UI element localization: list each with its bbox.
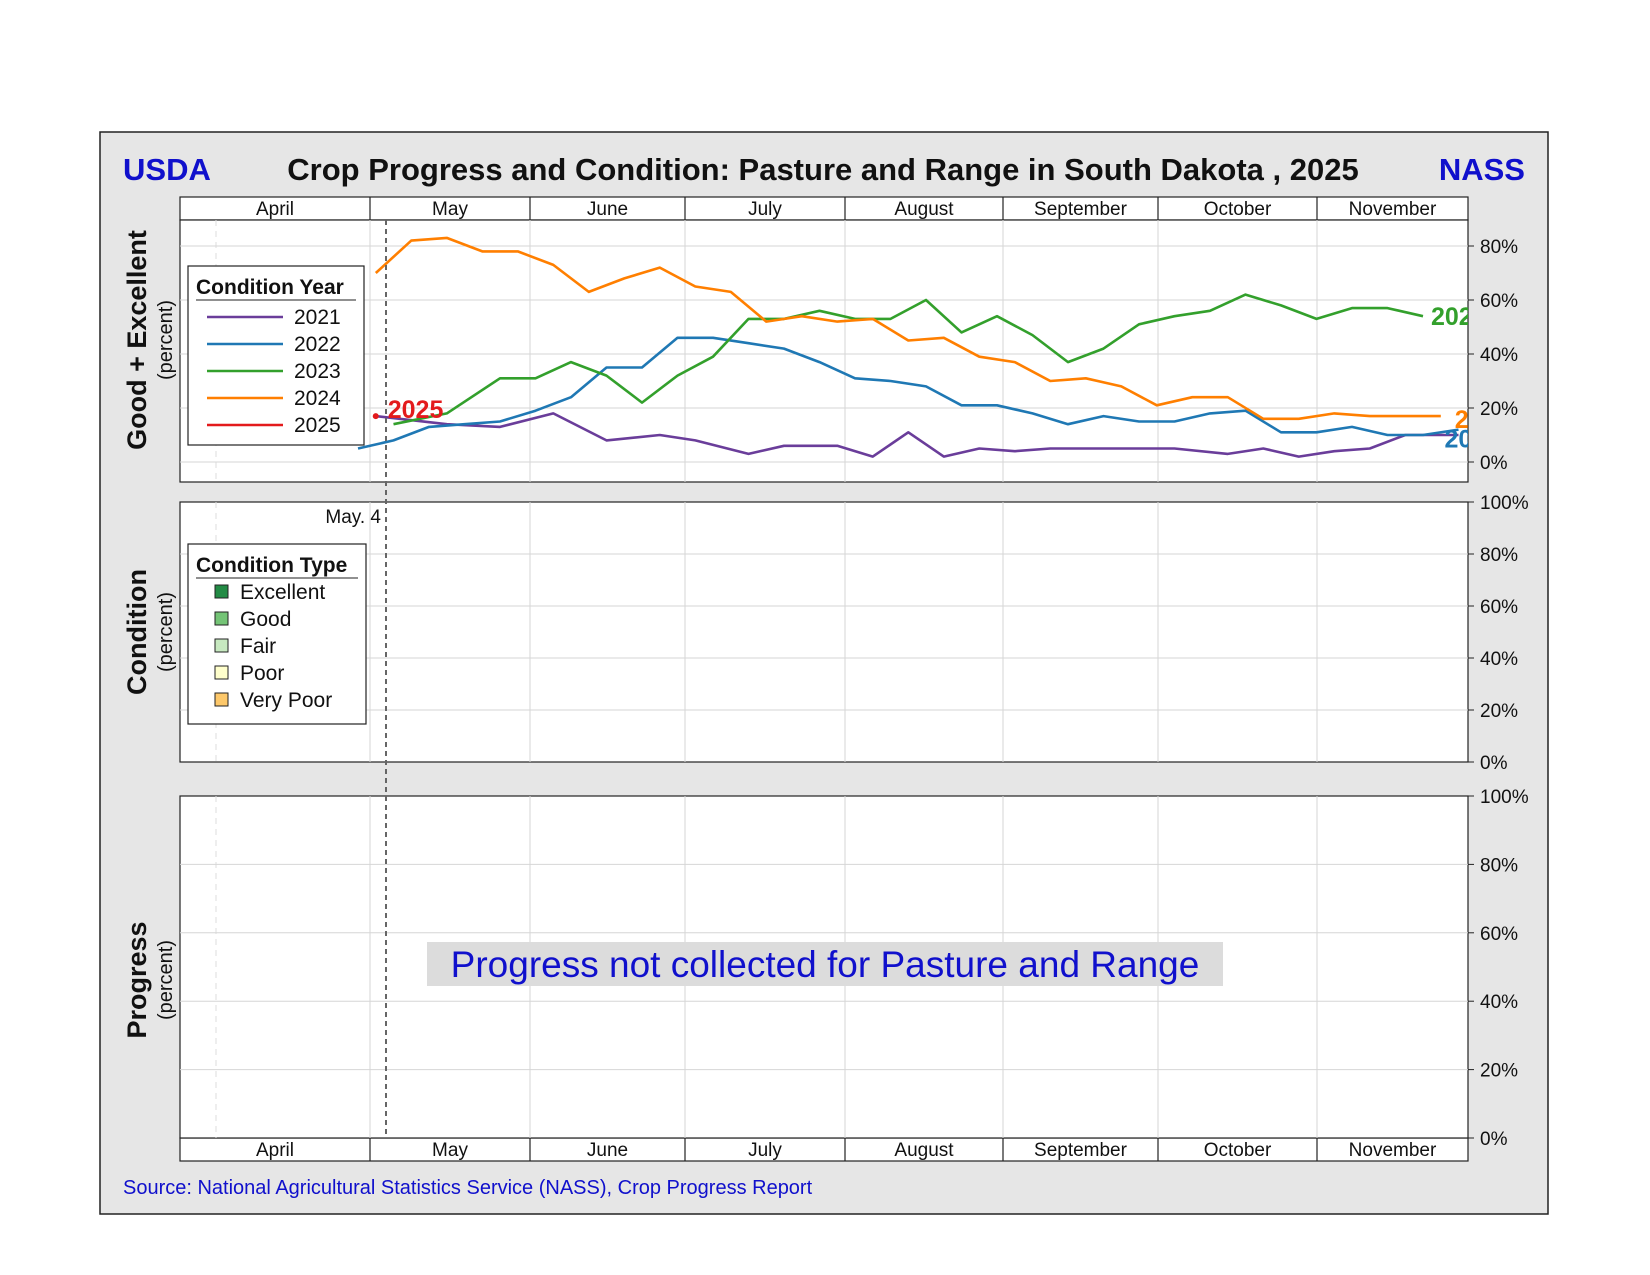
month-bottom-label-october: October — [1204, 1140, 1272, 1161]
month-top-label-november: November — [1349, 199, 1437, 220]
usda-logo-text: USDA — [123, 152, 211, 187]
y-tick-label: 80% — [1480, 855, 1518, 876]
legend-swatch-fair — [214, 638, 229, 653]
y-tick-label: 40% — [1480, 649, 1518, 670]
progress-y-ticks: 0% 20% 40% 60% 80% 100% — [1468, 787, 1529, 1150]
series-line-2022 — [357, 336, 1459, 450]
y-tick-label: 20% — [1480, 1061, 1518, 1082]
month-bottom-label-april: April — [256, 1140, 294, 1161]
month-top-label-april: April — [256, 199, 294, 220]
month-top-label-june: June — [587, 199, 628, 220]
y-tick-label: 100% — [1480, 493, 1529, 514]
condition-year-legend: Condition Year 2021 2022 2023 2024 2025 — [187, 265, 365, 446]
legend-label-2024: 2024 — [294, 387, 341, 410]
series-line-2021 — [375, 412, 1459, 458]
condition-plot-area — [179, 501, 1469, 763]
legend-swatch-good — [214, 611, 229, 626]
condition-type-legend-title: Condition Type — [196, 554, 347, 577]
legend-label-poor: Poor — [240, 662, 284, 685]
y-tick-label: 40% — [1480, 345, 1518, 366]
y-tick-label: 60% — [1480, 597, 1518, 618]
good-excellent-ylabel-unit: (percent) — [155, 300, 177, 380]
series-line-2024 — [374, 236, 1441, 421]
condition-y-ticks: 0% 20% 40% 60% 80% 100% — [1468, 493, 1529, 774]
month-bar-top: April May June July August September October No… — [179, 196, 1469, 221]
series-end-label-2024: 2024 — [1455, 406, 1511, 434]
y-tick-label: 0% — [1480, 453, 1508, 474]
good-excellent-line-labels: 2023 20242022 2025 — [388, 303, 1511, 454]
y-tick-label: 100% — [1480, 787, 1529, 808]
month-bottom-label-november: November — [1349, 1140, 1437, 1161]
month-bottom-label-september: September — [1034, 1140, 1128, 1161]
month-top-label-may: May — [432, 199, 468, 220]
legend-label-excellent: Excellent — [240, 581, 325, 604]
good-excellent-grid — [180, 220, 1468, 482]
legend-swatch-very-poor — [214, 692, 229, 707]
month-top-label-july: July — [748, 199, 782, 220]
legend-label-2023: 2023 — [294, 360, 341, 383]
good-excellent-ylabel: Good + Excellent — [122, 230, 152, 450]
legend-label-2025: 2025 — [294, 414, 341, 437]
good-excellent-lines — [357, 236, 1459, 458]
condition-year-legend-title: Condition Year — [196, 276, 344, 299]
series-end-label-2022: 2022 — [1445, 426, 1501, 454]
month-bottom-label-may: May — [432, 1140, 468, 1161]
month-bottom-label-august: August — [894, 1140, 954, 1161]
y-tick-label: 0% — [1480, 1129, 1508, 1150]
y-tick-label: 0% — [1480, 753, 1508, 774]
condition-panel: 0% 20% 40% 60% 80% 100% Condition (percent) M… — [122, 493, 1529, 774]
legend-label-2021: 2021 — [294, 306, 341, 329]
legend-swatch-excellent — [214, 584, 229, 599]
y-tick-label: 20% — [1480, 399, 1518, 420]
condition-ylabel: Condition — [122, 569, 152, 695]
month-bottom-label-june: June — [587, 1140, 628, 1161]
month-top-label-august: August — [894, 199, 954, 220]
y-tick-label: 60% — [1480, 291, 1518, 312]
condition-grid — [180, 502, 1468, 762]
condition-type-legend-items: Excellent Good Fair Poor Very Poor — [214, 581, 332, 712]
month-bottom-label-july: July — [748, 1140, 782, 1161]
progress-not-collected-message: Progress not collected for Pasture and R… — [451, 944, 1200, 985]
legend-label-very-poor: Very Poor — [240, 689, 332, 712]
month-top-background — [179, 196, 1469, 221]
condition-ylabel-unit: (percent) — [155, 592, 177, 672]
legend-swatch-poor — [214, 665, 229, 680]
month-top-label-september: September — [1034, 199, 1128, 220]
condition-year-legend-items: 2021 2022 2023 2024 2025 — [207, 306, 341, 437]
good-excellent-panel: 0%20%40%60%80% 2023202420222025 Good + E… — [122, 219, 1518, 483]
condition-year-legend-box — [187, 265, 365, 446]
y-tick-label: 60% — [1480, 924, 1518, 945]
month-bar-bottom: April May June July August September October No… — [179, 1137, 1469, 1162]
good-excellent-y-ticks: 0% 20% 40% 60% 80% — [1468, 237, 1518, 474]
y-tick-label: 80% — [1480, 545, 1518, 566]
y-tick-label: 80% — [1480, 237, 1518, 258]
legend-label-fair: Fair — [240, 635, 276, 658]
series-end-label-2023: 2023 — [1431, 303, 1487, 331]
progress-ylabel: Progress — [122, 921, 152, 1038]
series-line-2023 — [393, 293, 1424, 426]
progress-message-background — [427, 942, 1223, 986]
source-note: Source: National Agricultural Statistics… — [123, 1177, 813, 1199]
legend-label-good: Good — [240, 608, 291, 631]
good-excellent-plot-area — [179, 219, 1469, 483]
series-start-label-2025: 2025 — [388, 396, 444, 424]
chart-title: Crop Progress and Condition: Pasture and… — [287, 152, 1358, 187]
nass-logo-text: NASS — [1439, 152, 1525, 187]
current-week-marker-label: May. 4 — [325, 507, 381, 528]
month-top-label-october: October — [1204, 199, 1272, 220]
progress-panel: 0% 20% 40% 60% 80% 100% Progress (percent) Pr… — [122, 787, 1529, 1150]
legend-label-2022: 2022 — [294, 333, 341, 356]
month-bottom-background — [179, 1137, 1469, 1162]
y-tick-label: 20% — [1480, 701, 1518, 722]
y-tick-label: 40% — [1480, 992, 1518, 1013]
progress-ylabel-unit: (percent) — [155, 940, 177, 1020]
series-point-2025 — [372, 413, 379, 420]
condition-type-legend: Condition Type Excellent Good Fair Poor Very… — [187, 543, 367, 725]
